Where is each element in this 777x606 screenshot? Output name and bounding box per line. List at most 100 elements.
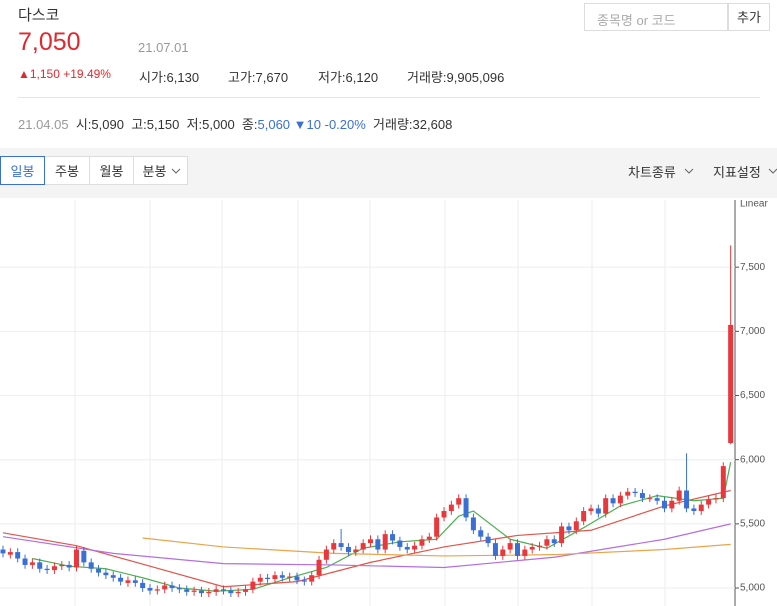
candle-body (37, 562, 43, 569)
menu[interactable]: 차트종류 (628, 165, 676, 180)
candle-body (478, 530, 484, 537)
candle-body (51, 566, 57, 571)
candle-body (412, 545, 418, 550)
candle-body (162, 585, 168, 590)
candle-body (154, 589, 160, 591)
stat: 시가:6,130 (139, 67, 199, 86)
candle-body (206, 591, 212, 594)
candle-body (463, 498, 469, 518)
candle-body (74, 549, 79, 568)
change-value: ▲1,150 (18, 67, 60, 81)
candle-body (515, 543, 520, 556)
candle-body (404, 546, 410, 550)
candle-body (382, 534, 388, 550)
candle-body (507, 543, 513, 550)
y-tick-label: 7,500 (740, 262, 765, 273)
menu[interactable]: 지표설정 (713, 165, 761, 180)
tab[interactable]: 월봉 (89, 156, 134, 185)
change-pct: +19.49% (63, 67, 111, 81)
candle-body (625, 491, 631, 496)
candle-body (309, 575, 315, 582)
candle-body (647, 498, 653, 500)
change: ▲1,150 +19.49% (18, 67, 111, 81)
stat: 거래량:9,905,096 (407, 67, 504, 86)
candle-body (559, 526, 565, 544)
candle-body (581, 511, 587, 522)
candle-body (669, 500, 675, 509)
y-tick-label: 5,000 (740, 583, 765, 594)
candle-body (228, 590, 234, 594)
date: 21.07.01 (138, 40, 189, 55)
candle-body (720, 466, 726, 499)
candle-body (566, 526, 572, 531)
info-row: 21.04.05 시:5,090 고:5,150 저:5,000 종:5,060… (18, 114, 452, 133)
candle-body (59, 564, 65, 567)
scale-label: Linear (740, 200, 768, 210)
stat-value: 6,120 (345, 70, 379, 85)
search-placeholder: 종목명 or 코드 (597, 13, 676, 28)
candle-body (279, 575, 285, 578)
candle-body (301, 580, 307, 582)
candle-body (250, 581, 256, 590)
candle-body (397, 540, 403, 547)
stat-value: 9,905,096 (446, 70, 505, 85)
candle-body (287, 576, 293, 578)
candle-body (368, 539, 373, 544)
candle-body (265, 577, 271, 580)
info-label: 시: (75, 117, 92, 132)
stat-label: 고가: (228, 70, 256, 85)
info-change: ▼10 -0.20% (293, 117, 366, 132)
candle-body (434, 517, 440, 537)
candle-body (676, 490, 682, 501)
add-button[interactable]: 추가 (728, 3, 770, 31)
moving-average (32, 462, 732, 592)
candle-body (375, 539, 381, 550)
candle-body (639, 493, 645, 499)
candle-body (103, 572, 109, 576)
candle-body (573, 521, 579, 531)
price: 7,050 (18, 28, 81, 56)
candle-body (198, 590, 204, 594)
candle-body (684, 490, 690, 509)
info-value: 5,090 (91, 117, 124, 132)
candle-body (662, 500, 667, 509)
y-tick-label: 7,000 (740, 326, 765, 337)
tab[interactable]: 주봉 (44, 156, 90, 185)
candle-body (331, 543, 337, 550)
candle-body (500, 549, 506, 556)
candle-body (617, 495, 623, 504)
candle-body (610, 498, 616, 504)
stock-name: 다스코 (18, 7, 60, 24)
candle-body (140, 582, 146, 589)
info-value: 32,608 (412, 117, 453, 132)
stat-value: 6,130 (166, 70, 200, 85)
candle-body (88, 562, 94, 569)
candle-body (603, 498, 609, 514)
info-label: 고: (131, 117, 147, 132)
candle-body (147, 588, 153, 591)
candle-body (0, 549, 6, 554)
moving-average (2, 489, 731, 588)
candle-body (441, 511, 447, 518)
y-tick-label: 6,500 (740, 390, 765, 401)
candle-body (470, 517, 476, 531)
chevron (684, 168, 694, 174)
candle-body (595, 508, 601, 514)
candle-body (632, 491, 638, 494)
candle-body (456, 498, 462, 505)
candle-body (691, 508, 697, 512)
candle-body (316, 559, 322, 576)
candle-body (243, 589, 249, 592)
tab[interactable]: 일봉 (0, 156, 45, 185)
candle-body (529, 546, 535, 550)
info-value: 5,150 (146, 117, 180, 132)
candle-body (294, 576, 300, 581)
candle-body (118, 577, 124, 582)
candle-body (728, 324, 734, 444)
stat-label: 시가: (139, 70, 167, 85)
search-box[interactable]: 종목명 or 코드 (584, 3, 728, 31)
candle-body (257, 577, 263, 582)
candle-body (345, 546, 351, 553)
candle-body (323, 549, 329, 560)
